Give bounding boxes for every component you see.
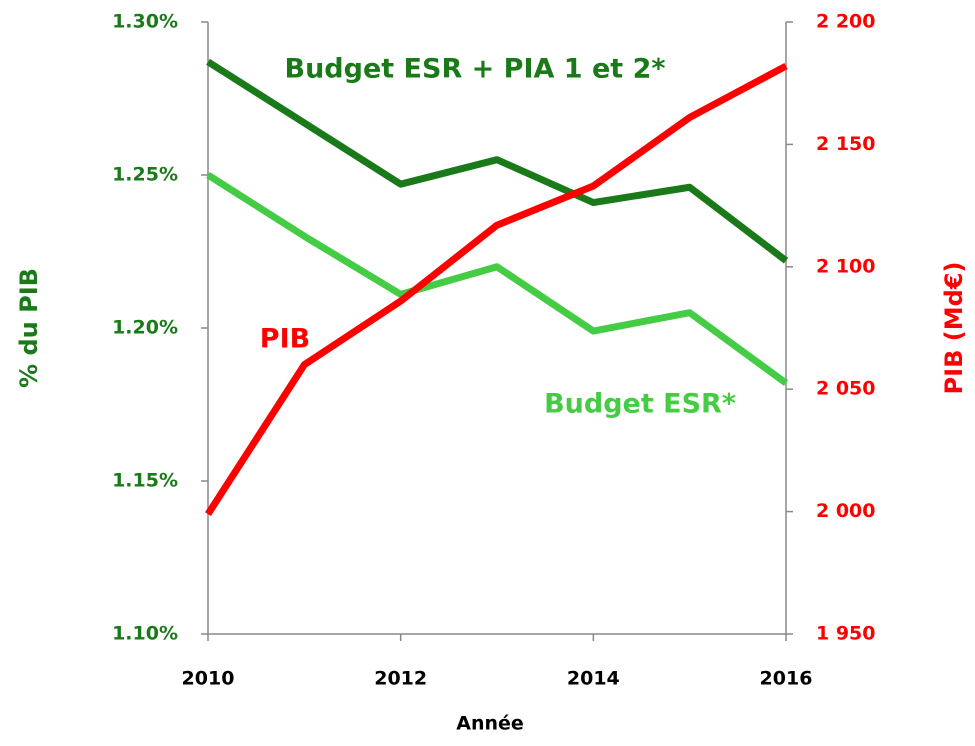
y2-tick-label: 2 150 xyxy=(816,133,876,155)
y2-axis-title: PIB (Md€) xyxy=(940,262,968,395)
x-axis-title: Année xyxy=(456,713,524,735)
y-axis-title: % du PIB xyxy=(15,268,43,388)
x-tick-label: 2014 xyxy=(567,668,620,690)
series-line xyxy=(206,58,789,264)
y2-tick-label: 2 200 xyxy=(816,11,876,33)
series-label: PIB xyxy=(260,324,310,355)
y-tick-label: 1.20% xyxy=(112,317,178,339)
y-tick-label: 1.30% xyxy=(112,11,178,33)
x-tick-label: 2016 xyxy=(760,668,813,690)
x-tick-label: 2010 xyxy=(182,668,235,690)
series-line xyxy=(206,172,789,386)
series-label: Budget ESR* xyxy=(544,389,736,420)
y-tick-label: 1.10% xyxy=(112,623,178,645)
series-line xyxy=(205,62,788,516)
y2-tick-label: 2 000 xyxy=(816,500,876,522)
y2-tick-label: 2 050 xyxy=(816,378,876,400)
y2-tick-label: 2 100 xyxy=(816,255,876,277)
series-label: Budget ESR + PIA 1 et 2* xyxy=(284,54,665,85)
x-tick-label: 2012 xyxy=(374,668,427,690)
y2-tick-label: 1 950 xyxy=(816,623,876,645)
y-tick-label: 1.25% xyxy=(112,164,178,186)
y-tick-label: 1.15% xyxy=(112,470,178,492)
